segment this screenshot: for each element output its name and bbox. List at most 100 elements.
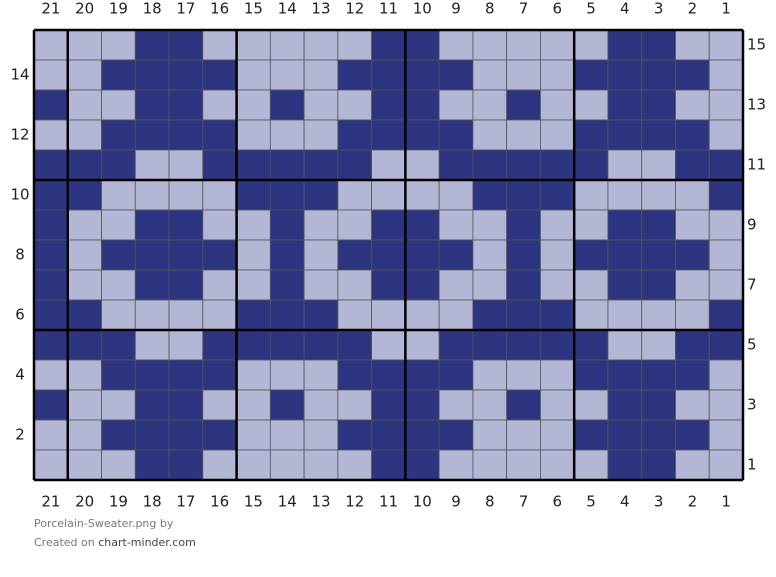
cell <box>472 419 508 451</box>
cell <box>337 209 373 241</box>
cell <box>33 449 69 481</box>
cell <box>303 449 339 481</box>
column-label: 20 <box>75 493 94 511</box>
cell <box>641 329 676 361</box>
created-on: Created on chart-minder.com <box>34 536 196 549</box>
cell <box>236 419 271 451</box>
cell <box>675 449 710 481</box>
row-label: 7 <box>747 276 757 294</box>
column-label: 9 <box>451 493 461 511</box>
cell <box>303 329 339 361</box>
cell <box>269 119 305 151</box>
cell <box>202 269 237 301</box>
cell <box>67 209 102 241</box>
cell <box>371 359 406 391</box>
cell <box>708 449 744 481</box>
cell <box>708 269 744 301</box>
column-label: 1 <box>721 493 731 511</box>
cell <box>269 419 305 451</box>
cell <box>607 389 643 421</box>
cell <box>168 389 204 421</box>
cell <box>540 149 575 181</box>
cell <box>303 149 339 181</box>
cell <box>573 239 609 271</box>
column-label: 8 <box>485 493 495 511</box>
cell <box>67 389 102 421</box>
cell <box>371 59 406 91</box>
cell <box>540 329 575 361</box>
row-label: 9 <box>747 216 757 234</box>
cell <box>371 389 406 421</box>
cell <box>708 119 744 151</box>
cell <box>472 59 508 91</box>
cell <box>573 29 609 61</box>
cell <box>506 269 541 301</box>
cell <box>168 29 204 61</box>
cell <box>303 389 339 421</box>
cell <box>303 419 339 451</box>
column-label: 3 <box>654 0 664 18</box>
cell <box>607 89 643 121</box>
row-label: 5 <box>747 336 757 354</box>
cell <box>641 269 676 301</box>
cell <box>573 179 609 211</box>
cell <box>438 389 474 421</box>
cell <box>438 299 474 331</box>
cell <box>472 329 508 361</box>
column-label: 6 <box>553 0 563 18</box>
cell <box>708 179 744 211</box>
cell <box>641 179 676 211</box>
cell <box>506 29 541 61</box>
cell <box>371 449 406 481</box>
column-label: 2 <box>688 0 698 18</box>
column-label: 15 <box>244 0 263 18</box>
cell <box>641 389 676 421</box>
cell <box>337 299 373 331</box>
column-label: 20 <box>75 0 94 18</box>
cell <box>202 209 237 241</box>
column-label: 12 <box>345 0 364 18</box>
cell <box>573 419 609 451</box>
cell <box>269 389 305 421</box>
column-label: 4 <box>620 0 630 18</box>
cell <box>269 179 305 211</box>
cell <box>708 239 744 271</box>
cell <box>506 389 541 421</box>
cell <box>641 59 676 91</box>
cell <box>236 209 271 241</box>
cell <box>67 269 102 301</box>
cell <box>168 239 204 271</box>
cell <box>404 359 440 391</box>
cell <box>675 299 710 331</box>
cell <box>371 209 406 241</box>
cell <box>134 419 170 451</box>
site-link[interactable]: chart-minder.com <box>98 536 196 549</box>
cell <box>134 149 170 181</box>
cell <box>404 89 440 121</box>
cell <box>607 359 643 391</box>
cell <box>708 59 744 91</box>
cell <box>641 419 676 451</box>
cell <box>371 149 406 181</box>
cell <box>101 449 136 481</box>
cell <box>337 419 373 451</box>
column-label: 12 <box>345 493 364 511</box>
cell <box>269 29 305 61</box>
cell <box>168 149 204 181</box>
cell <box>371 179 406 211</box>
cell <box>371 269 406 301</box>
cell <box>607 29 643 61</box>
cell <box>337 89 373 121</box>
cell <box>540 449 575 481</box>
cell <box>303 59 339 91</box>
cell <box>134 239 170 271</box>
cell <box>337 359 373 391</box>
file-name-text: Porcelain-Sweater.png <box>34 517 156 530</box>
row-label: 15 <box>747 36 766 54</box>
cell <box>101 419 136 451</box>
cell <box>33 359 69 391</box>
cell <box>303 299 339 331</box>
cell <box>506 149 541 181</box>
cell <box>67 59 102 91</box>
